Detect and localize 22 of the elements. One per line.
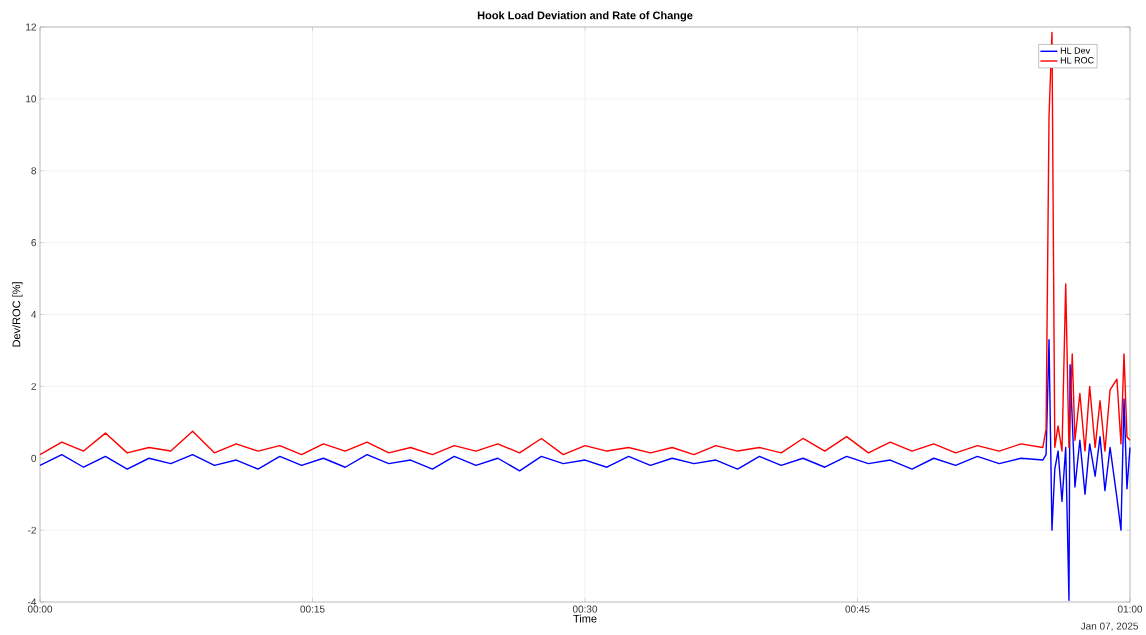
x-tick-label: 00:00 bbox=[27, 605, 53, 613]
line-series bbox=[39, 31, 1131, 456]
y-tick-label: -4 bbox=[28, 598, 37, 606]
y-tick-label: -2 bbox=[28, 526, 36, 534]
y-tick-label: 0 bbox=[31, 454, 37, 462]
x-tick-label: 01:00 bbox=[1117, 605, 1143, 613]
y-tick-label: 2 bbox=[31, 382, 36, 390]
y-tick-label: 10 bbox=[26, 95, 37, 103]
line-series bbox=[39, 338, 1131, 601]
legend-label: HL ROC bbox=[1060, 57, 1094, 64]
text: Jan 07, 2025 bbox=[1080, 622, 1139, 631]
y-tick-label: 8 bbox=[31, 167, 37, 175]
y-tick-label: 6 bbox=[31, 239, 37, 247]
chart-title: Hook Load Deviation and Rate of Change bbox=[477, 11, 693, 22]
x-tick-label: 00:15 bbox=[300, 605, 325, 613]
legend-label: HL Dev bbox=[1060, 47, 1091, 54]
x-tick-label: 00:45 bbox=[845, 605, 870, 613]
x-axis-title: Time bbox=[573, 614, 597, 623]
x-tick-label: 00:30 bbox=[572, 605, 598, 613]
y-axis-title: Dev/ROC [%] bbox=[12, 282, 23, 347]
y-tick-label: 4 bbox=[31, 311, 37, 318]
y-tick-label: 12 bbox=[26, 23, 36, 31]
